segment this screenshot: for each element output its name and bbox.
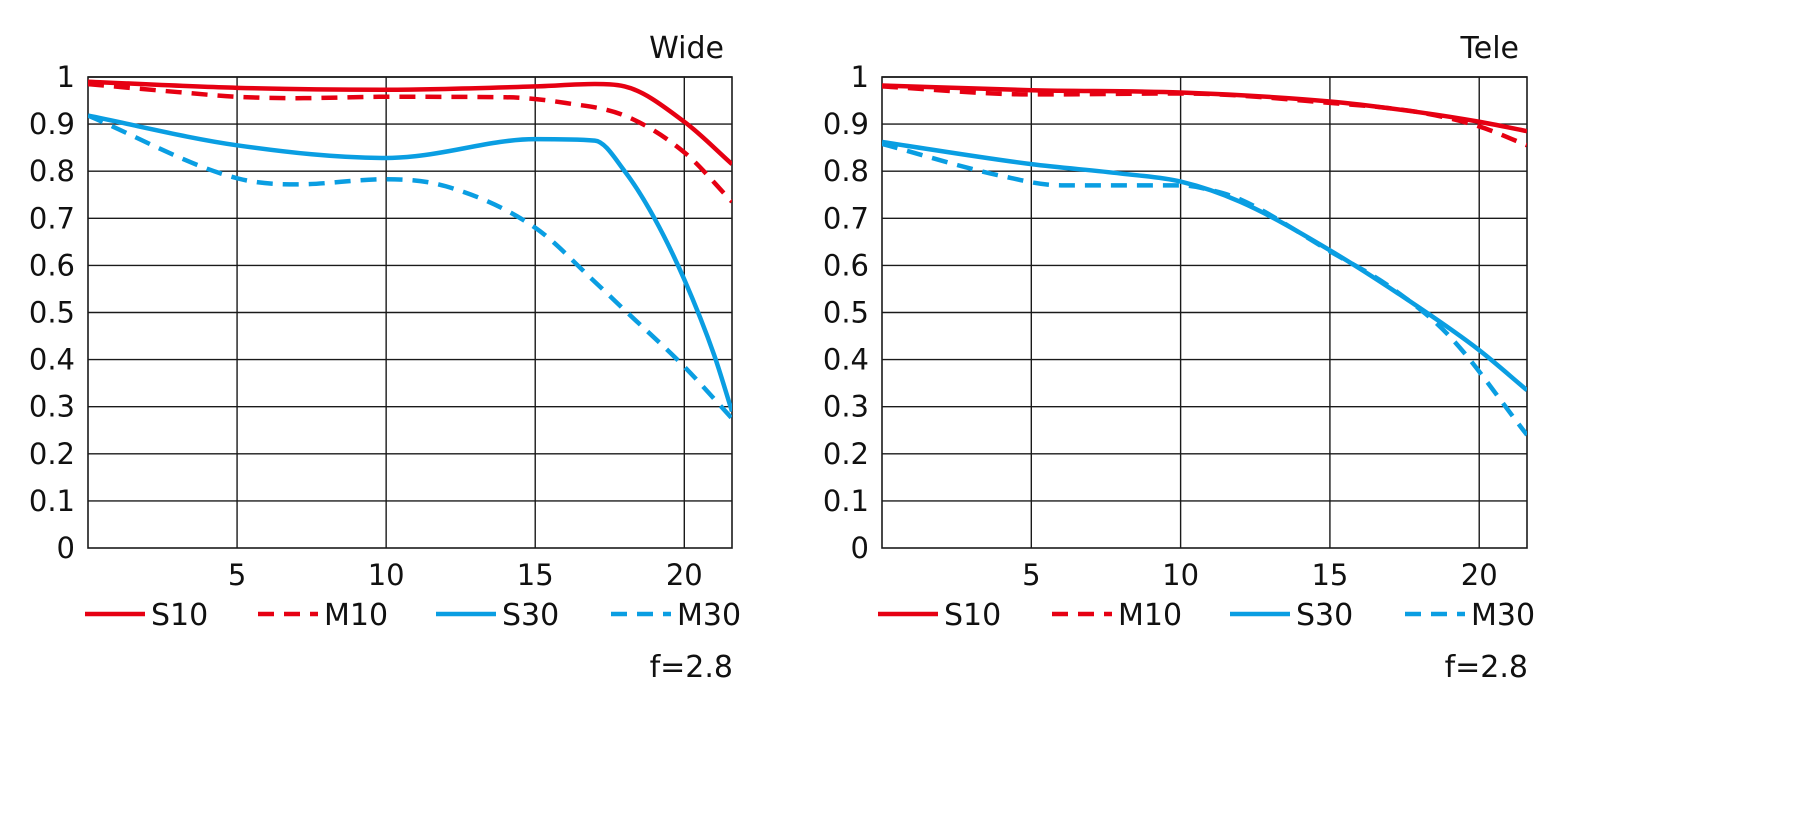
legend-label-m10: M10	[1118, 598, 1182, 633]
series-line-m10	[882, 84, 1527, 148]
y-tick-label: 0.1	[29, 484, 75, 518]
x-tick-label: 15	[517, 558, 554, 592]
series-line-s30	[88, 113, 732, 413]
series-line-m30	[882, 141, 1527, 437]
y-tick-label: 0.8	[29, 154, 75, 188]
legend: S10 M10 S30 M30	[85, 598, 741, 633]
y-tick-label: 0.9	[823, 107, 869, 141]
legend-label-s10: S10	[151, 598, 208, 633]
chart-title: Tele	[1460, 31, 1519, 66]
y-tick-label: 0.3	[29, 390, 75, 424]
y-tick-label: 0.1	[823, 484, 869, 518]
series-line-m30	[88, 113, 732, 421]
y-tick-label: 0.9	[29, 107, 75, 141]
legend-label-s30: S30	[1296, 598, 1353, 633]
y-tick-label: 0.7	[29, 201, 75, 235]
y-tick-label: 1	[851, 60, 869, 94]
plot-frame	[881, 76, 1528, 549]
legend-label-s10: S10	[944, 598, 1001, 633]
legend-label-s30: S30	[502, 598, 559, 633]
y-tick-label: 0.3	[823, 390, 869, 424]
series-line-s30	[882, 139, 1527, 392]
y-tick-label: 0	[57, 531, 75, 565]
chart-title: Wide	[649, 31, 724, 66]
y-tick-label: 0.7	[823, 201, 869, 235]
y-tick-label: 0.6	[823, 248, 869, 282]
chart-panel-tele: 00.10.20.30.40.50.60.70.80.915 10 15 20Tele…	[823, 31, 1535, 685]
chart-panel-wide: 00.10.20.30.40.50.60.70.80.915 10 15 20Wide…	[29, 31, 741, 685]
y-tick-label: 0.4	[29, 343, 75, 377]
series-group	[882, 83, 1527, 437]
x-tick-label: 20	[1461, 558, 1498, 592]
y-tick-label: 0.2	[29, 437, 75, 471]
series-line-s10	[882, 83, 1527, 134]
x-tick-label: 5	[228, 558, 246, 592]
y-tick-label: 0.6	[29, 248, 75, 282]
y-tick-label: 0.5	[29, 296, 75, 330]
x-tick-label: 5	[1022, 558, 1040, 592]
x-tick-label: 10	[1162, 558, 1199, 592]
aperture-note: f=2.8	[1445, 650, 1528, 685]
plot-frame	[87, 76, 733, 549]
series-group	[88, 79, 732, 421]
grid	[88, 76, 732, 548]
y-tick-label: 0.5	[823, 296, 869, 330]
y-tick-label: 0.4	[823, 343, 869, 377]
x-tick-label: 10	[368, 558, 405, 592]
y-tick-label: 0.2	[823, 437, 869, 471]
x-tick-label: 20	[666, 558, 703, 592]
y-tick-label: 0.8	[823, 154, 869, 188]
y-tick-label: 1	[57, 60, 75, 94]
series-line-m10	[88, 81, 732, 204]
legend-label-m10: M10	[324, 598, 388, 633]
aperture-note: f=2.8	[650, 650, 733, 685]
y-tick-label: 0	[851, 531, 869, 565]
legend: S10 M10 S30 M30	[878, 598, 1535, 633]
legend-label-m30: M30	[677, 598, 741, 633]
legend-label-m30: M30	[1471, 598, 1535, 633]
series-line-s10	[88, 79, 732, 166]
x-tick-label: 15	[1311, 558, 1348, 592]
